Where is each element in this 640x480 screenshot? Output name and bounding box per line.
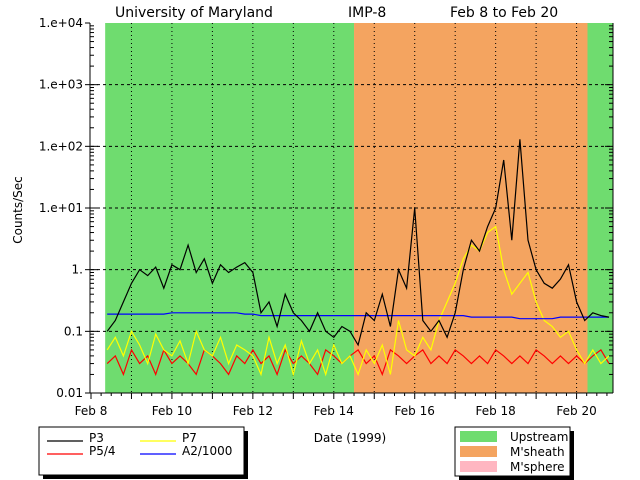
y-axis-label: Counts/Sec — [11, 176, 25, 244]
x-tick-label: Feb 12 — [233, 404, 273, 418]
legend-region-swatch — [460, 431, 497, 442]
chart-title-mid: IMP-8 — [348, 5, 386, 21]
series-a2-1000 — [107, 312, 609, 320]
y-tick-label: 1.e+02 — [39, 139, 83, 153]
legend-region-label: Upstream — [510, 430, 568, 444]
x-tick-label: Feb 16 — [395, 404, 435, 418]
legend-region-label: M'sheath — [510, 445, 565, 459]
legend-label: P3 — [89, 431, 104, 445]
y-tick-label: 1. — [72, 263, 83, 277]
chart-title-left: University of Maryland — [115, 5, 273, 21]
chart-title-right: Feb 8 to Feb 20 — [450, 5, 558, 21]
series-p5-4 — [106, 348, 610, 377]
y-tick-label: 1.e+04 — [39, 16, 83, 30]
x-axis-label: Date (1999) — [314, 431, 386, 445]
legend-label: A2/1000 — [182, 444, 232, 458]
y-tick-label: 0.01 — [56, 386, 83, 400]
legend-region-swatch — [460, 446, 497, 457]
x-tick-label: Feb 14 — [314, 404, 354, 418]
y-tick-label: 1.e+01 — [39, 201, 83, 215]
y-tick-label: 0.1 — [64, 324, 83, 338]
x-tick-label: Feb 18 — [475, 404, 515, 418]
legend-label: P7 — [182, 431, 197, 445]
legend-label: P5/4 — [89, 444, 116, 458]
x-tick-label: Feb 20 — [556, 404, 596, 418]
x-tick-label: Feb 10 — [152, 404, 192, 418]
legend-region-label: M'sphere — [510, 460, 565, 474]
series-p7 — [106, 225, 610, 377]
series-p3 — [106, 139, 610, 347]
legend-region-swatch — [460, 461, 497, 472]
x-tick-label: Feb 8 — [75, 404, 108, 418]
y-tick-label: 1.e+03 — [39, 78, 83, 92]
